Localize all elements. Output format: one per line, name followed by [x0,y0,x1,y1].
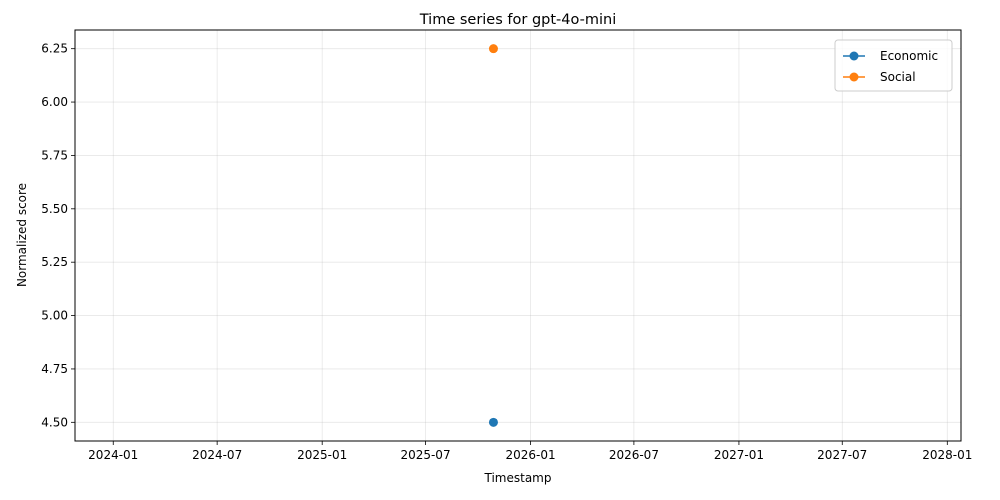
economic-legend-marker [849,51,859,61]
y-tick-label: 5.25 [41,255,68,269]
x-tick-label: 2026-07 [609,448,659,462]
legend-box [834,39,953,92]
x-tick-label: 2024-01 [88,448,138,462]
y-tick-label: 5.50 [41,202,68,216]
social-legend-marker [849,72,859,82]
y-axis-title: Normalized score [15,183,29,287]
series-layer [488,44,498,427]
economic-legend-label: Economic [880,49,938,63]
x-tick-label: 2027-01 [714,448,764,462]
x-tick-label: 2026-01 [505,448,555,462]
grid-lines [75,30,961,441]
plot-frame [74,29,962,442]
y-tick-label: 5.75 [41,148,68,162]
y-tick-label: 6.00 [41,95,68,109]
social-data-point [488,44,498,54]
axis-ticks: 2024-01 2024-07 2025-01 2025-07 2026-01 2026-… [41,42,972,462]
x-tick-label: 2025-01 [297,448,347,462]
legend: Economic Social [834,39,953,92]
y-tick-label: 5.00 [41,309,68,323]
x-tick-label: 2024-07 [192,448,242,462]
chart-title: Time series for gpt-4o-mini [419,12,617,28]
x-tick-label: 2028-01 [922,448,972,462]
x-tick-label: 2027-07 [817,448,867,462]
y-tick-label: 6.25 [41,42,68,56]
social-legend-label: Social [880,70,916,84]
economic-data-point [488,417,498,427]
y-tick-label: 4.50 [41,415,68,429]
x-axis-title: Timestamp [484,471,552,485]
x-tick-label: 2025-07 [400,448,450,462]
y-tick-label: 4.75 [41,362,68,376]
